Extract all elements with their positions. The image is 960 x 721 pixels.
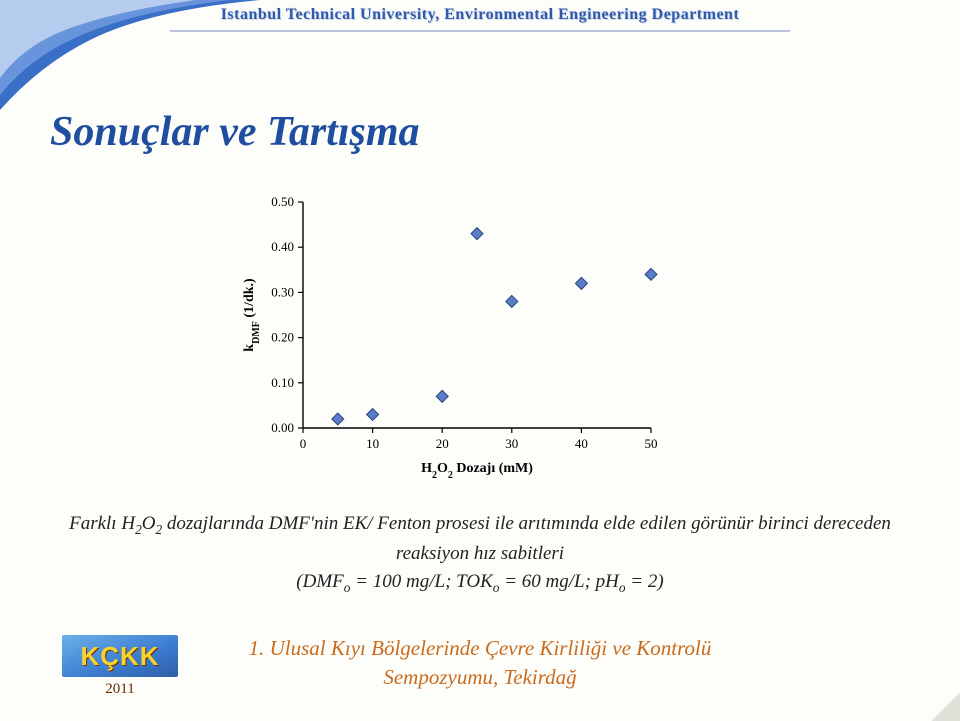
institution-header: Istanbul Technical University, Environme… (0, 6, 960, 24)
svg-text:0: 0 (300, 436, 307, 451)
logo-text: KÇKK (60, 633, 180, 679)
svg-text:0.20: 0.20 (271, 330, 294, 345)
page-curl (932, 693, 960, 721)
chart-caption: Farklı H2O2 dozajlarında DMF'nin EK/ Fen… (60, 510, 900, 598)
svg-text:0.00: 0.00 (271, 420, 294, 435)
svg-text:0.10: 0.10 (271, 375, 294, 390)
svg-text:30: 30 (505, 436, 518, 451)
logo-year: 2011 (60, 681, 180, 698)
conference-logo: KÇKK 2011 (60, 633, 180, 701)
scatter-chart: 0.00 0.10 0.20 0.30 0.40 0.50 0 10 20 30 40 50 kDMF … (235, 190, 665, 480)
header-underline (170, 30, 790, 32)
svg-text:20: 20 (436, 436, 449, 451)
svg-text:40: 40 (575, 436, 588, 451)
svg-text:10: 10 (366, 436, 379, 451)
svg-text:0.50: 0.50 (271, 194, 294, 209)
svg-text:H2O2 Dozajı (mM): H2O2 Dozajı (mM) (421, 461, 533, 480)
svg-text:0.40: 0.40 (271, 239, 294, 254)
svg-text:kDMF (1/dk.): kDMF (1/dk.) (242, 278, 262, 352)
slide-title: Sonuçlar ve Tartışma (50, 108, 420, 156)
svg-text:50: 50 (645, 436, 658, 451)
svg-text:0.30: 0.30 (271, 284, 294, 299)
